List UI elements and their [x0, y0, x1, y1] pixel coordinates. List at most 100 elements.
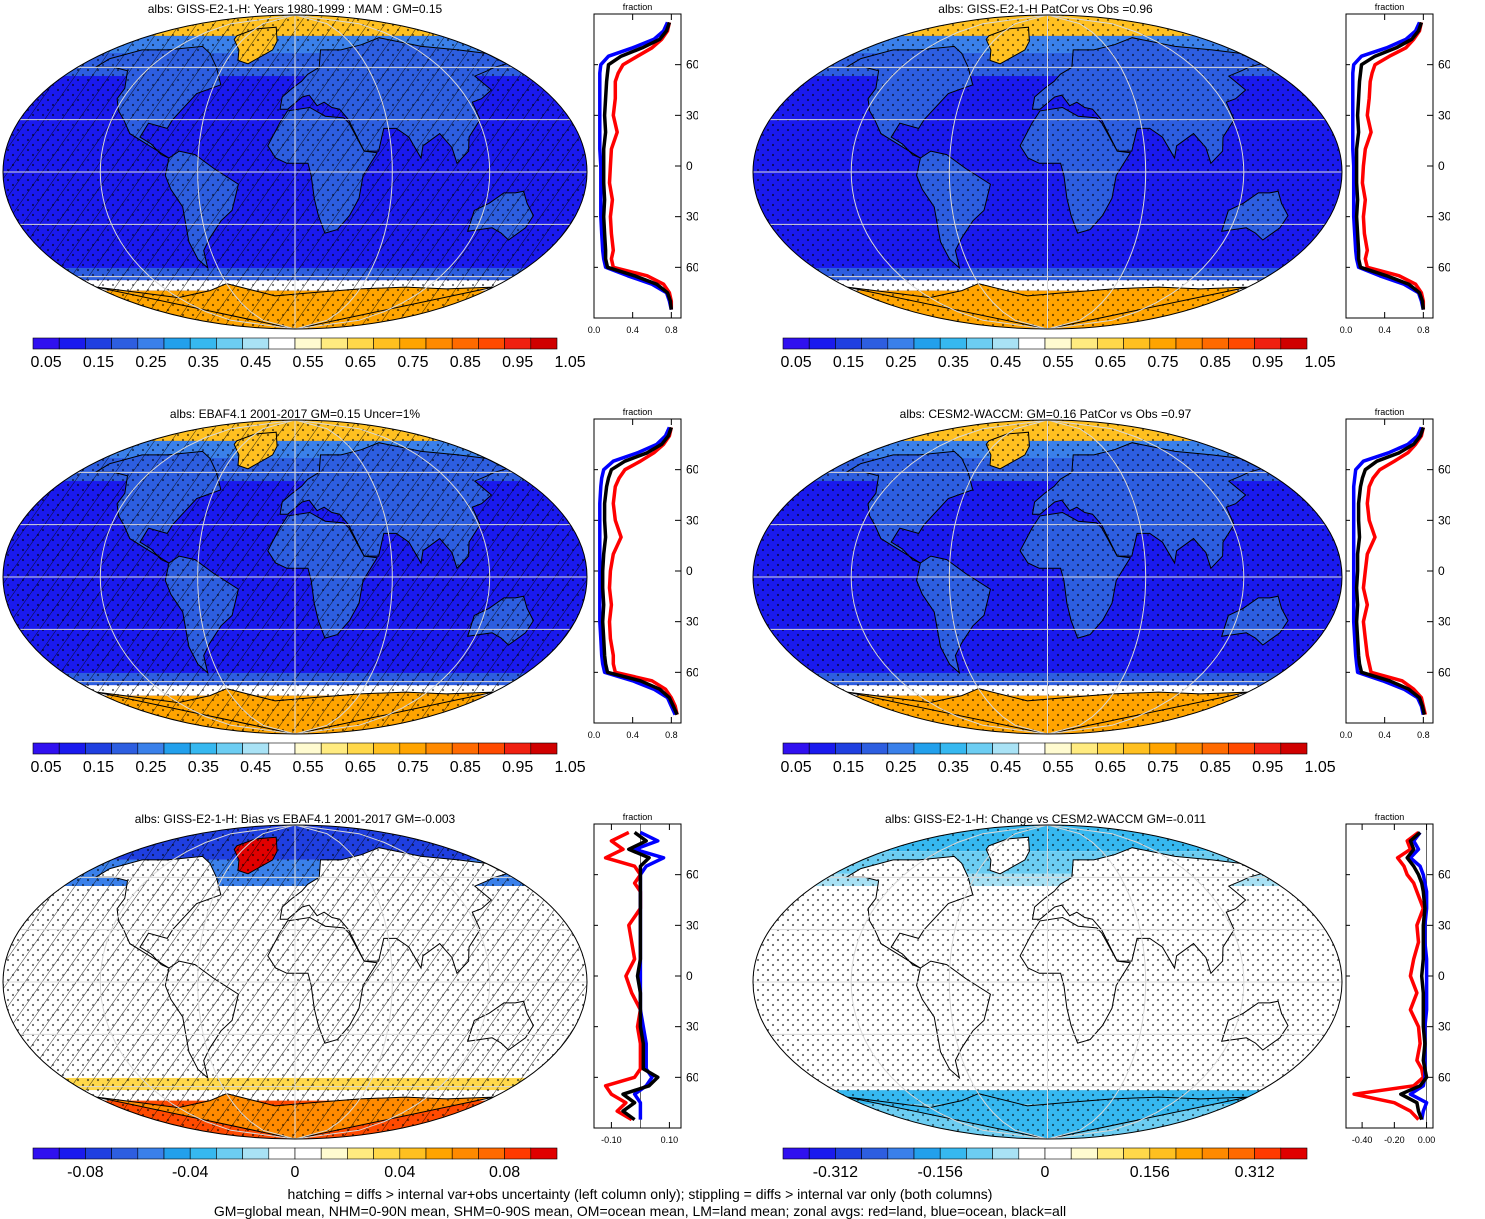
panel-model-climatology: albs: GISS-E2-1-H: Years 1980-1999 : MAM…	[0, 0, 700, 395]
longitude-line	[294, 825, 393, 1139]
colorbar-swatch	[268, 337, 296, 350]
zonal-average-plot: fraction -0.10 0.10 60N 30N 0 30S 60S	[593, 812, 698, 1145]
zonal-series-ocean	[1351, 21, 1426, 310]
zonal-x-tick-label: 0.8	[1417, 730, 1430, 740]
panel-pattern-correlation: albs: GISS-E2-1-H PatCor vs Obs =0.96 fr…	[748, 0, 1485, 395]
colorbar-swatch	[1228, 1147, 1255, 1160]
colorbar-swatch	[1123, 742, 1151, 755]
colorbar-tick-label: 1.05	[555, 759, 585, 776]
map	[2, 14, 588, 330]
colorbar-swatch	[1018, 742, 1046, 755]
colorbar-swatch	[1123, 1147, 1151, 1160]
colorbar-tick-label: 0.55	[1043, 354, 1074, 371]
zonal-xlabel: fraction	[623, 2, 653, 12]
colorbar-swatch	[1097, 337, 1124, 350]
colorbar-tick-label: 0.25	[885, 759, 916, 776]
longitude-line	[1047, 825, 1147, 1139]
colorbar-swatch	[373, 337, 401, 350]
colorbar-swatch	[966, 1147, 993, 1160]
colorbar-swatch	[137, 1147, 165, 1160]
longitude-line	[294, 420, 491, 734]
colorbar-tick-label: 0.95	[1252, 354, 1283, 371]
colorbar-tick-label: 0.75	[397, 759, 428, 776]
zonal-y-tick-label: 30N	[1438, 108, 1450, 122]
longitude-line	[1047, 420, 1147, 734]
colorbar-swatch	[1044, 337, 1072, 350]
zonal-y-tick-label: 30N	[686, 918, 698, 932]
colorbar-tick-label: 0.05	[781, 354, 812, 371]
zonal-series-all	[621, 830, 660, 1122]
colorbar-swatch	[530, 337, 558, 350]
colorbar-tick-label: 0.65	[1095, 759, 1126, 776]
colorbar-tick-label: 0.85	[450, 354, 481, 371]
longitude-line	[197, 15, 296, 329]
zonal-x-tick-label: 0.0	[588, 730, 601, 740]
colorbar-swatch	[782, 337, 810, 350]
panel-title: albs: CESM2-WACCM: GM=0.16 PatCor vs Obs…	[899, 407, 1192, 421]
map	[2, 419, 588, 735]
colorbar-swatch	[504, 1147, 532, 1160]
colorbar-swatch	[189, 742, 217, 755]
colorbar-swatch	[1280, 742, 1308, 755]
colorbar-swatch	[85, 1147, 112, 1160]
colorbar-tick-label: 1.05	[1305, 354, 1335, 371]
colorbar-swatch	[1175, 1147, 1203, 1160]
colorbar-swatch	[1254, 742, 1282, 755]
zonal-x-tick-label: 0.8	[665, 730, 678, 740]
colorbar-swatch	[966, 742, 993, 755]
colorbar-swatch	[478, 1147, 505, 1160]
colorbar-swatch	[320, 742, 348, 755]
colorbar-swatch	[216, 1147, 243, 1160]
colorbar-swatch	[189, 1147, 217, 1160]
zonal-average-plot: fraction 0.0 0.4 0.8 60N 30N 0 30S 60S	[588, 407, 698, 740]
colorbar-tick-label: 0.35	[188, 354, 219, 371]
colorbar-tick-label: -0.156	[918, 1164, 963, 1181]
colorbar-tick-label: 0.85	[1200, 354, 1231, 371]
colorbar-swatch	[1254, 337, 1282, 350]
colorbar-swatch	[1175, 337, 1203, 350]
colorbar-swatch	[966, 337, 993, 350]
colorbar-tick-label: 0.55	[293, 354, 324, 371]
colorbar-swatch	[399, 337, 427, 350]
colorbar-swatch	[992, 742, 1020, 755]
colorbar-swatch	[1149, 742, 1177, 755]
longitude-line	[1047, 420, 1245, 734]
zonal-axes	[1345, 418, 1434, 724]
colorbar-swatch	[992, 1147, 1020, 1160]
colorbar-swatch	[504, 337, 532, 350]
colorbar: -0.312 -0.156 0 0.156 0.312	[782, 1147, 1308, 1181]
colorbar-swatch	[294, 742, 322, 755]
colorbar: 0.05 0.15 0.25 0.35 0.45 0.55 0.65 0.75 0.85 0.95…	[31, 742, 585, 776]
map-field	[3, 825, 587, 1139]
colorbar-swatch	[373, 1147, 401, 1160]
zonal-y-tick-label: 60S	[686, 1070, 698, 1084]
colorbar-swatch	[216, 742, 243, 755]
colorbar-swatch	[294, 1147, 322, 1160]
colorbar-swatch	[399, 742, 427, 755]
colorbar-swatch	[242, 1147, 270, 1160]
zonal-y-tick-label: 60S	[686, 665, 698, 679]
zonal-series-all	[1354, 21, 1426, 310]
zonal-x-tick-label: 0.0	[1340, 325, 1353, 335]
zonal-y-tick-label: 0	[686, 159, 693, 173]
colorbar-swatch	[939, 742, 967, 755]
colorbar-swatch	[1201, 742, 1229, 755]
colorbar-swatch	[85, 337, 112, 350]
colorbar-tick-label: 0	[291, 1164, 300, 1181]
zonal-y-tick-label: 60N	[686, 868, 698, 882]
colorbar-tick-label: 0.35	[938, 354, 969, 371]
colorbar-tick-label: 0.75	[1147, 759, 1178, 776]
colorbar-swatch	[939, 1147, 967, 1160]
colorbar-tick-label: 0.35	[938, 759, 969, 776]
colorbar-swatch	[1201, 1147, 1229, 1160]
zonal-series-all	[1354, 426, 1427, 715]
colorbar-swatch	[1070, 337, 1098, 350]
colorbar-tick-label: -0.08	[67, 1164, 104, 1181]
colorbar-tick-label: 0.65	[345, 759, 376, 776]
longitude-line	[850, 825, 1048, 1139]
colorbar-tick-label: 0.55	[1043, 759, 1074, 776]
colorbar-swatch	[1097, 1147, 1124, 1160]
zonal-axes	[1345, 823, 1434, 1129]
colorbar-swatch	[58, 1147, 86, 1160]
colorbar-swatch	[32, 742, 60, 755]
